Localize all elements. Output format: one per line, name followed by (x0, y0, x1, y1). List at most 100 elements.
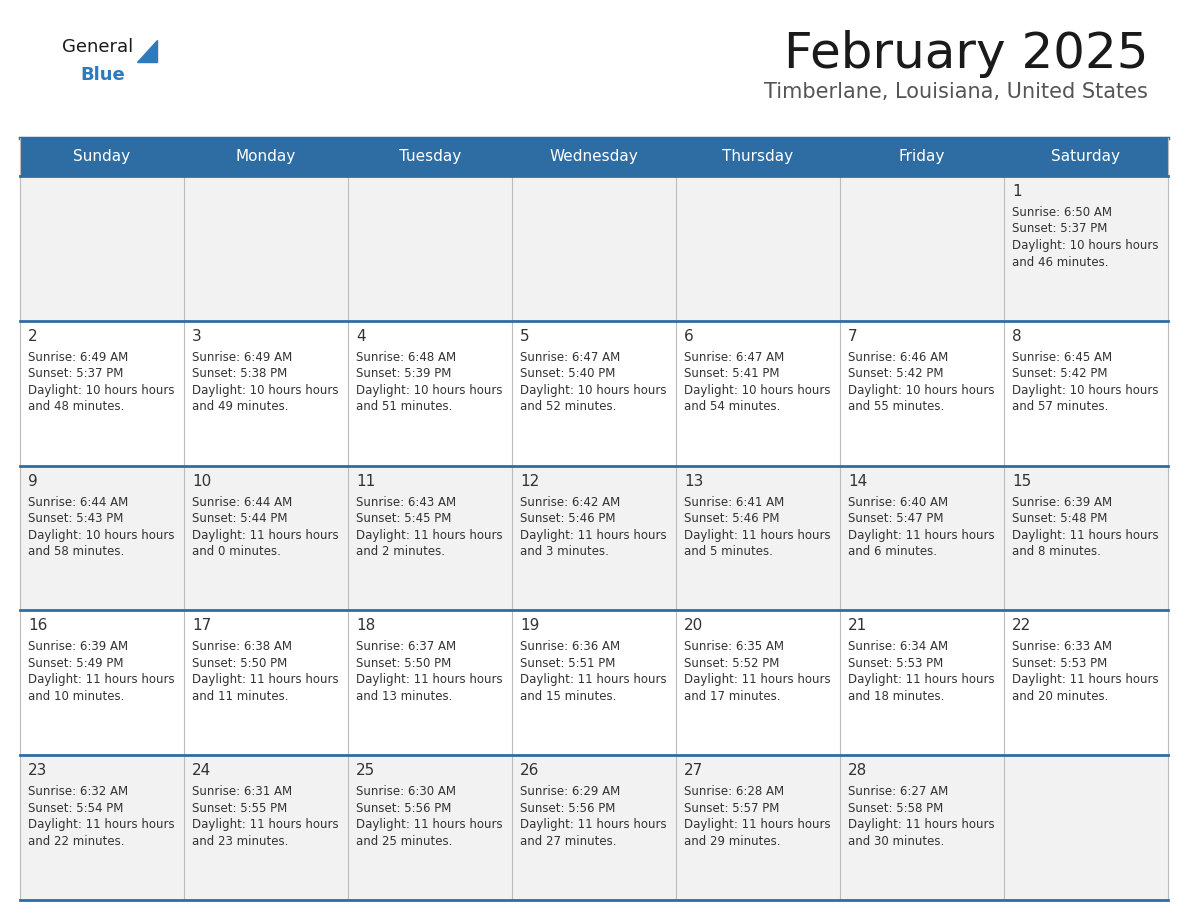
Text: Sunset: 5:55 PM: Sunset: 5:55 PM (192, 801, 287, 814)
Text: Daylight: 10 hours hours: Daylight: 10 hours hours (29, 384, 175, 397)
Text: and 54 minutes.: and 54 minutes. (684, 400, 781, 413)
Text: Sunrise: 6:49 AM: Sunrise: 6:49 AM (29, 351, 128, 364)
Text: and 30 minutes.: and 30 minutes. (848, 834, 944, 847)
Text: Daylight: 11 hours hours: Daylight: 11 hours hours (29, 674, 175, 687)
Text: Daylight: 11 hours hours: Daylight: 11 hours hours (520, 674, 666, 687)
Text: and 48 minutes.: and 48 minutes. (29, 400, 125, 413)
Text: Sunrise: 6:45 AM: Sunrise: 6:45 AM (1012, 351, 1112, 364)
Text: Tuesday: Tuesday (399, 150, 461, 164)
Text: and 3 minutes.: and 3 minutes. (520, 545, 609, 558)
Text: Blue: Blue (80, 66, 125, 84)
Text: Daylight: 10 hours hours: Daylight: 10 hours hours (356, 384, 503, 397)
Text: Sunset: 5:46 PM: Sunset: 5:46 PM (684, 512, 779, 525)
Bar (20, 465, 1168, 610)
Text: Sunrise: 6:39 AM: Sunrise: 6:39 AM (1012, 496, 1112, 509)
Text: Sunset: 5:46 PM: Sunset: 5:46 PM (520, 512, 615, 525)
Text: Sunrise: 6:47 AM: Sunrise: 6:47 AM (520, 351, 620, 364)
Text: Sunrise: 6:28 AM: Sunrise: 6:28 AM (684, 785, 784, 798)
Text: Sunset: 5:43 PM: Sunset: 5:43 PM (29, 512, 124, 525)
Text: General: General (62, 38, 133, 56)
Text: Sunset: 5:58 PM: Sunset: 5:58 PM (848, 801, 943, 814)
Text: and 11 minutes.: and 11 minutes. (192, 690, 289, 703)
Text: Sunrise: 6:33 AM: Sunrise: 6:33 AM (1012, 641, 1112, 654)
Text: Sunday: Sunday (74, 150, 131, 164)
Text: Daylight: 11 hours hours: Daylight: 11 hours hours (848, 818, 994, 831)
Text: 18: 18 (356, 619, 375, 633)
Text: Daylight: 11 hours hours: Daylight: 11 hours hours (192, 529, 339, 542)
Text: Sunset: 5:38 PM: Sunset: 5:38 PM (192, 367, 287, 380)
Text: and 22 minutes.: and 22 minutes. (29, 834, 125, 847)
Text: Sunrise: 6:46 AM: Sunrise: 6:46 AM (848, 351, 948, 364)
Text: and 0 minutes.: and 0 minutes. (192, 545, 280, 558)
Bar (20, 176, 1168, 320)
Text: 7: 7 (848, 329, 858, 344)
Text: Sunset: 5:50 PM: Sunset: 5:50 PM (192, 657, 287, 670)
Text: Daylight: 11 hours hours: Daylight: 11 hours hours (848, 674, 994, 687)
Text: Friday: Friday (899, 150, 946, 164)
Text: 15: 15 (1012, 474, 1031, 488)
Text: and 52 minutes.: and 52 minutes. (520, 400, 617, 413)
Text: Sunset: 5:51 PM: Sunset: 5:51 PM (520, 657, 615, 670)
Text: Sunset: 5:44 PM: Sunset: 5:44 PM (192, 512, 287, 525)
Text: Sunset: 5:39 PM: Sunset: 5:39 PM (356, 367, 451, 380)
Text: Sunset: 5:48 PM: Sunset: 5:48 PM (1012, 512, 1107, 525)
Text: Sunset: 5:50 PM: Sunset: 5:50 PM (356, 657, 451, 670)
Text: and 8 minutes.: and 8 minutes. (1012, 545, 1101, 558)
Text: and 58 minutes.: and 58 minutes. (29, 545, 125, 558)
Text: Daylight: 10 hours hours: Daylight: 10 hours hours (848, 384, 994, 397)
Text: Sunrise: 6:49 AM: Sunrise: 6:49 AM (192, 351, 292, 364)
Text: Sunset: 5:53 PM: Sunset: 5:53 PM (1012, 657, 1107, 670)
Text: Sunrise: 6:42 AM: Sunrise: 6:42 AM (520, 496, 620, 509)
Bar (20, 610, 1168, 756)
Text: 26: 26 (520, 763, 539, 778)
Text: 23: 23 (29, 763, 48, 778)
Text: 27: 27 (684, 763, 703, 778)
Text: Sunset: 5:37 PM: Sunset: 5:37 PM (1012, 222, 1107, 236)
Text: 10: 10 (192, 474, 211, 488)
Bar (20, 756, 1168, 900)
Text: Daylight: 11 hours hours: Daylight: 11 hours hours (356, 674, 503, 687)
Text: Daylight: 10 hours hours: Daylight: 10 hours hours (192, 384, 339, 397)
Text: Daylight: 10 hours hours: Daylight: 10 hours hours (29, 529, 175, 542)
Text: Sunrise: 6:31 AM: Sunrise: 6:31 AM (192, 785, 292, 798)
Text: and 18 minutes.: and 18 minutes. (848, 690, 944, 703)
Text: 28: 28 (848, 763, 867, 778)
Text: Sunrise: 6:47 AM: Sunrise: 6:47 AM (684, 351, 784, 364)
Text: and 5 minutes.: and 5 minutes. (684, 545, 773, 558)
Text: and 23 minutes.: and 23 minutes. (192, 834, 289, 847)
Text: 22: 22 (1012, 619, 1031, 633)
Text: Sunrise: 6:39 AM: Sunrise: 6:39 AM (29, 641, 128, 654)
Text: and 6 minutes.: and 6 minutes. (848, 545, 937, 558)
Text: 13: 13 (684, 474, 703, 488)
Text: Daylight: 11 hours hours: Daylight: 11 hours hours (356, 818, 503, 831)
Text: Sunrise: 6:38 AM: Sunrise: 6:38 AM (192, 641, 292, 654)
Text: Sunset: 5:37 PM: Sunset: 5:37 PM (29, 367, 124, 380)
Text: Daylight: 11 hours hours: Daylight: 11 hours hours (356, 529, 503, 542)
Text: Sunset: 5:53 PM: Sunset: 5:53 PM (848, 657, 943, 670)
Text: Sunset: 5:42 PM: Sunset: 5:42 PM (848, 367, 943, 380)
Text: and 25 minutes.: and 25 minutes. (356, 834, 453, 847)
Text: 17: 17 (192, 619, 211, 633)
Text: 4: 4 (356, 329, 366, 344)
Text: 14: 14 (848, 474, 867, 488)
Text: Sunrise: 6:27 AM: Sunrise: 6:27 AM (848, 785, 948, 798)
Text: Sunset: 5:42 PM: Sunset: 5:42 PM (1012, 367, 1107, 380)
Text: Sunrise: 6:40 AM: Sunrise: 6:40 AM (848, 496, 948, 509)
Text: Timberlane, Louisiana, United States: Timberlane, Louisiana, United States (764, 82, 1148, 102)
Text: Sunset: 5:49 PM: Sunset: 5:49 PM (29, 657, 124, 670)
Text: Daylight: 11 hours hours: Daylight: 11 hours hours (684, 529, 830, 542)
Text: 8: 8 (1012, 329, 1022, 344)
Text: and 10 minutes.: and 10 minutes. (29, 690, 125, 703)
Text: Daylight: 11 hours hours: Daylight: 11 hours hours (520, 818, 666, 831)
Text: and 17 minutes.: and 17 minutes. (684, 690, 781, 703)
Text: Daylight: 11 hours hours: Daylight: 11 hours hours (684, 818, 830, 831)
Text: Sunrise: 6:41 AM: Sunrise: 6:41 AM (684, 496, 784, 509)
Text: 19: 19 (520, 619, 539, 633)
Text: Daylight: 11 hours hours: Daylight: 11 hours hours (520, 529, 666, 542)
Text: 12: 12 (520, 474, 539, 488)
Text: and 29 minutes.: and 29 minutes. (684, 834, 781, 847)
Text: 24: 24 (192, 763, 211, 778)
Text: Daylight: 11 hours hours: Daylight: 11 hours hours (684, 674, 830, 687)
Text: and 49 minutes.: and 49 minutes. (192, 400, 289, 413)
Text: 25: 25 (356, 763, 375, 778)
